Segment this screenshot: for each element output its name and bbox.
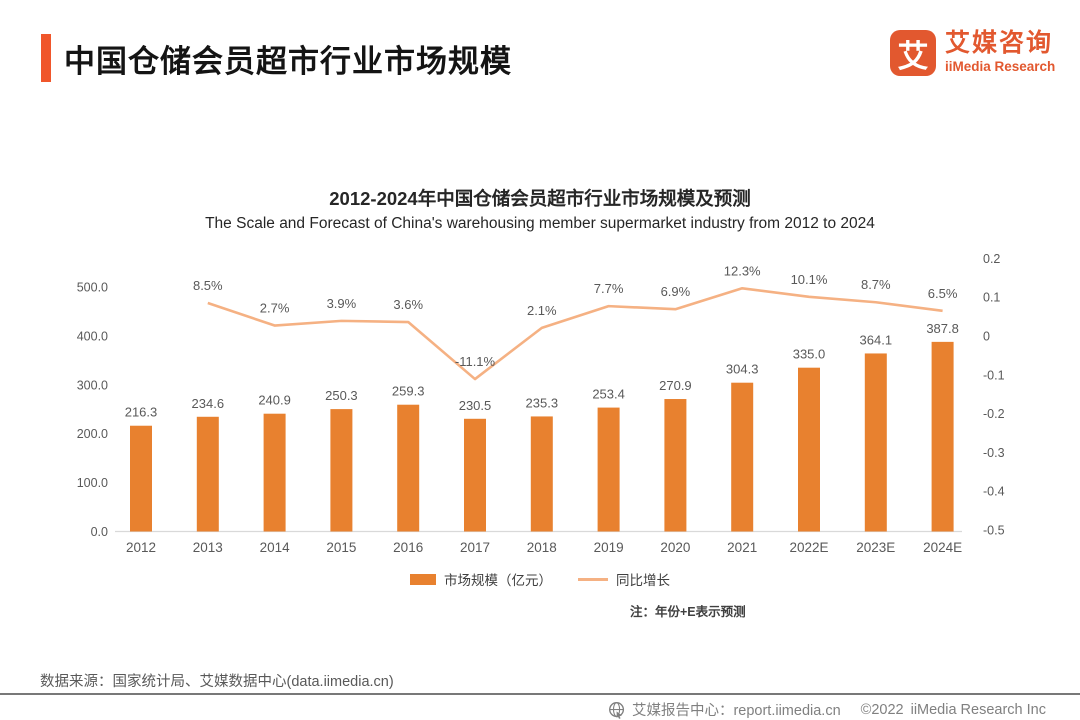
legend-bar-swatch-icon — [410, 573, 436, 585]
x-axis-label-2020: 2020 — [660, 540, 690, 555]
chart-subtitle: The Scale and Forecast of China's wareho… — [205, 215, 875, 232]
growth-label: 2.7% — [260, 301, 290, 316]
chart-legend: 市场规模（亿元） 同比增长 — [0, 569, 1080, 589]
bar-value-label: 235.3 — [526, 395, 559, 410]
bar-value-label: 230.5 — [459, 398, 492, 413]
growth-label: 3.9% — [327, 296, 357, 311]
bar-2014 — [263, 413, 286, 532]
left-axis-tick: 0.0 — [91, 525, 108, 539]
x-axis-label-2012: 2012 — [126, 540, 156, 555]
right-axis-tick: -0.3 — [983, 446, 1005, 460]
bar-2022E — [798, 367, 820, 532]
left-axis-tick: 300.0 — [77, 378, 108, 392]
x-axis-label-2015: 2015 — [326, 540, 356, 555]
bar-2016 — [397, 404, 420, 532]
right-axis-tick: -0.1 — [983, 368, 1005, 382]
growth-label: 6.5% — [928, 286, 958, 301]
left-axis-tick: 400.0 — [77, 329, 108, 343]
legend-bar-label: 市场规模（亿元） — [444, 573, 552, 588]
growth-label: 8.5% — [193, 278, 223, 293]
bar-2024E — [931, 341, 954, 532]
bar-value-label: 240.9 — [258, 393, 291, 408]
bar-value-label: 364.1 — [860, 332, 893, 347]
bar-value-label: 335.0 — [793, 347, 826, 362]
copyright-year: ©2022 — [860, 701, 904, 718]
right-axis-tick: -0.4 — [983, 485, 1005, 499]
legend-item-growth: 同比增长 — [578, 569, 670, 589]
x-axis-label-2017: 2017 — [460, 540, 490, 555]
logo-name-en: iiMedia Research — [945, 58, 1056, 74]
x-axis-label-2023E: 2023E — [856, 540, 895, 555]
x-axis-label-2018: 2018 — [527, 540, 557, 555]
growth-label: 8.7% — [861, 277, 891, 292]
company-name: iiMedia Research Inc — [910, 701, 1046, 718]
right-axis-tick: 0.1 — [983, 291, 1000, 305]
bar-2012 — [130, 425, 152, 532]
growth-label: 7.7% — [594, 281, 624, 296]
logo-name-cn: 艾媒咨询 — [945, 29, 1054, 57]
iimedia-logo: 艾 艾媒咨询 iiMedia Research — [890, 29, 1056, 76]
bar-2019 — [597, 407, 620, 532]
data-source: 数据来源：国家统计局、艾媒数据中心(data.iimedia.cn) — [40, 674, 394, 690]
bar-2020 — [664, 399, 687, 532]
growth-label: 10.1% — [791, 272, 828, 287]
chart-title: 2012-2024年中国仓储会员超市行业市场规模及预测 — [329, 188, 751, 209]
right-axis-tick: -0.2 — [983, 407, 1005, 421]
bar-value-label: 234.6 — [192, 396, 225, 411]
growth-label: 2.1% — [527, 303, 557, 318]
legend-item-market-scale: 市场规模（亿元） — [410, 569, 552, 589]
left-axis-tick: 200.0 — [77, 427, 108, 441]
growth-label: -11.1% — [455, 354, 496, 369]
left-axis-tick: 100.0 — [77, 476, 108, 490]
right-axis-tick: 0.2 — [983, 252, 1000, 266]
chart-note: 注：年份+E表示预测 — [630, 605, 746, 619]
bar-value-label: 259.3 — [392, 384, 425, 399]
growth-label: 3.6% — [393, 297, 423, 312]
bar-value-label: 216.3 — [125, 405, 158, 420]
bar-2013 — [196, 416, 219, 532]
growth-label: 12.3% — [724, 263, 761, 278]
bar-value-label: 253.4 — [592, 387, 625, 402]
x-axis-label-2021: 2021 — [727, 540, 757, 555]
growth-label: 6.9% — [661, 284, 691, 299]
bar-2023E — [864, 353, 887, 532]
bar-value-label: 304.3 — [726, 362, 759, 377]
page-title: 中国仓储会员超市行业市场规模 — [64, 44, 512, 79]
right-axis-tick: -0.5 — [983, 524, 1005, 538]
header-accent-bar — [41, 34, 51, 82]
bar-value-label: 250.3 — [325, 388, 358, 403]
bar-2021 — [731, 382, 754, 532]
x-axis-label-2013: 2013 — [193, 540, 223, 555]
left-axis-tick: 500.0 — [77, 281, 108, 295]
report-center-link[interactable]: 艾媒报告中心：report.iimedia.cn — [631, 703, 841, 719]
market-scale-chart: 500.0 400.0 300.0 200.0 100.0 0.0 0.2 0.1 0 -0.1 -… — [77, 252, 1005, 555]
x-axis-label-2022E: 2022E — [789, 540, 828, 555]
bar-2015 — [330, 409, 353, 532]
right-axis-tick: 0 — [983, 330, 990, 344]
x-axis-label-2016: 2016 — [393, 540, 423, 555]
bar-value-label: 270.9 — [659, 378, 692, 393]
bar-value-label: 387.8 — [926, 321, 959, 336]
legend-line-label: 同比增长 — [616, 573, 670, 588]
growth-line — [207, 286, 943, 381]
legend-line-swatch-icon — [578, 577, 608, 581]
footer-bar: 艾媒报告中心：report.iimedia.cn ©2022 iiMedia R… — [608, 699, 1046, 720]
bar-2018 — [530, 416, 553, 532]
x-axis-label-2019: 2019 — [594, 540, 624, 555]
globe-pointer-icon — [608, 701, 625, 719]
x-axis-label-2024E: 2024E — [923, 540, 962, 555]
x-axis-label-2014: 2014 — [260, 540, 291, 555]
iimedia-logo-icon: 艾 — [890, 30, 936, 76]
bar-2017 — [464, 418, 486, 532]
footer-divider — [0, 693, 1080, 695]
iimedia-logo-text: 艾媒咨询 iiMedia Research — [945, 29, 1056, 74]
